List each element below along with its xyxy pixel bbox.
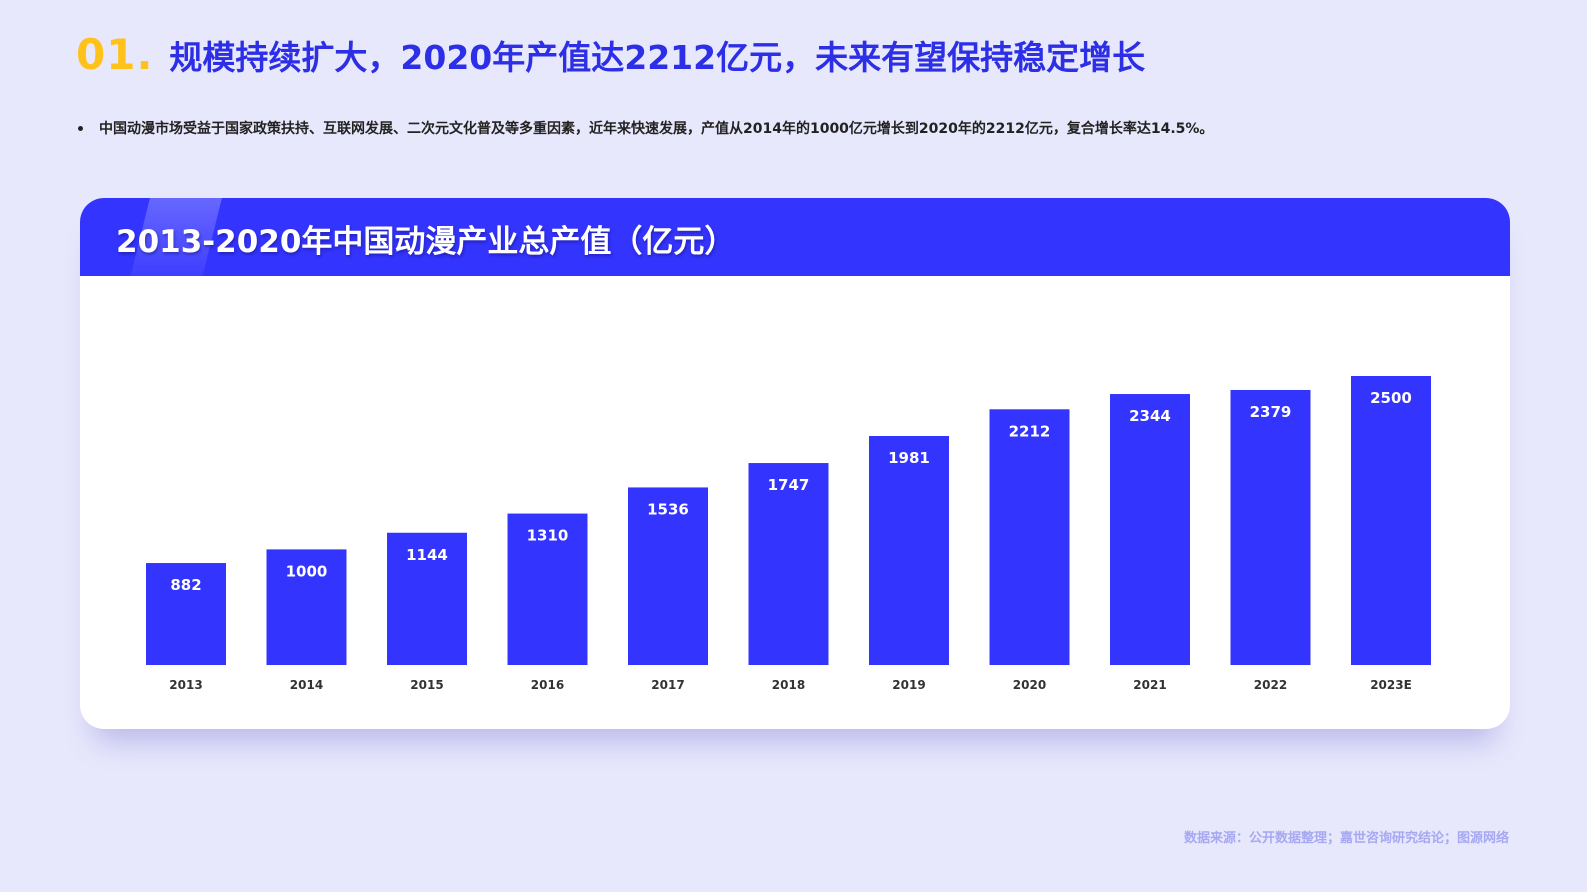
x-tick-label-2014: 2014 [290,678,323,692]
x-tick-label-2017: 2017 [651,678,684,692]
bullet-dot-icon [78,125,83,131]
chart-card: 2013-2020年中国动漫产业总产值（亿元） 882 2013 1000 2014 1… [80,198,1510,729]
data-label-2022: 2379 [1250,403,1292,421]
chart-title: 2013-2020年中国动漫产业总产值（亿元） [116,224,736,260]
bar-2019 [869,435,949,665]
data-label-2019: 1981 [888,449,930,467]
x-tick-label-2013: 2013 [169,678,202,692]
data-label-2015: 1144 [406,546,448,564]
x-tick-label-2022: 2022 [1254,678,1287,692]
bar-2015 [387,532,467,665]
x-tick-label-2019: 2019 [892,678,925,692]
x-tick-label-2023E: 2023E [1370,678,1412,692]
data-label-2020: 2212 [1009,422,1051,440]
x-tick-label-2015: 2015 [410,678,443,692]
bar-2016 [507,513,588,665]
data-label-2023E: 2500 [1370,389,1412,407]
data-label-2021: 2344 [1129,407,1171,425]
data-label-2016: 1310 [527,527,569,545]
bar-2023E [1351,376,1431,665]
x-tick-label-2021: 2021 [1133,678,1166,692]
bullet-text: 中国动漫市场受益于国家政策扶持、互联网发展、二次元文化普及等多重因素，近年来快速… [99,121,1214,137]
data-source-note: 数据来源：公开数据整理；嘉世咨询研究结论；图源网络 [1183,831,1509,846]
headline-number: 01. [76,30,154,79]
headline: 01. 规模持续扩大，2020年产值达2212亿元，未来有望保持稳定增长 [76,30,1145,79]
bar-2013 [146,563,226,665]
data-label-2014: 1000 [286,562,328,580]
bar-2017 [628,487,708,665]
data-label-2018: 1747 [768,476,810,494]
headline-title: 规模持续扩大，2020年产值达2212亿元，未来有望保持稳定增长 [169,38,1146,77]
bullet-point: 中国动漫市场受益于国家政策扶持、互联网发展、二次元文化普及等多重因素，近年来快速… [78,118,1213,138]
bar-2020 [989,409,1070,665]
data-label-2017: 1536 [647,500,689,518]
x-tick-label-2018: 2018 [772,678,805,692]
chart-card-header: 2013-2020年中国动漫产业总产值（亿元） [80,198,1510,276]
bar-2021 [1110,394,1190,665]
x-tick-label-2020: 2020 [1013,678,1046,692]
bar-2022 [1230,389,1311,665]
data-label-2013: 882 [170,576,201,594]
bar-2018 [748,463,829,665]
bar-chart: 882 2013 1000 2014 1144 2015 1310 2016 1536 2017 1… [146,376,1431,692]
x-tick-label-2016: 2016 [531,678,564,692]
bar-2014 [266,549,347,665]
